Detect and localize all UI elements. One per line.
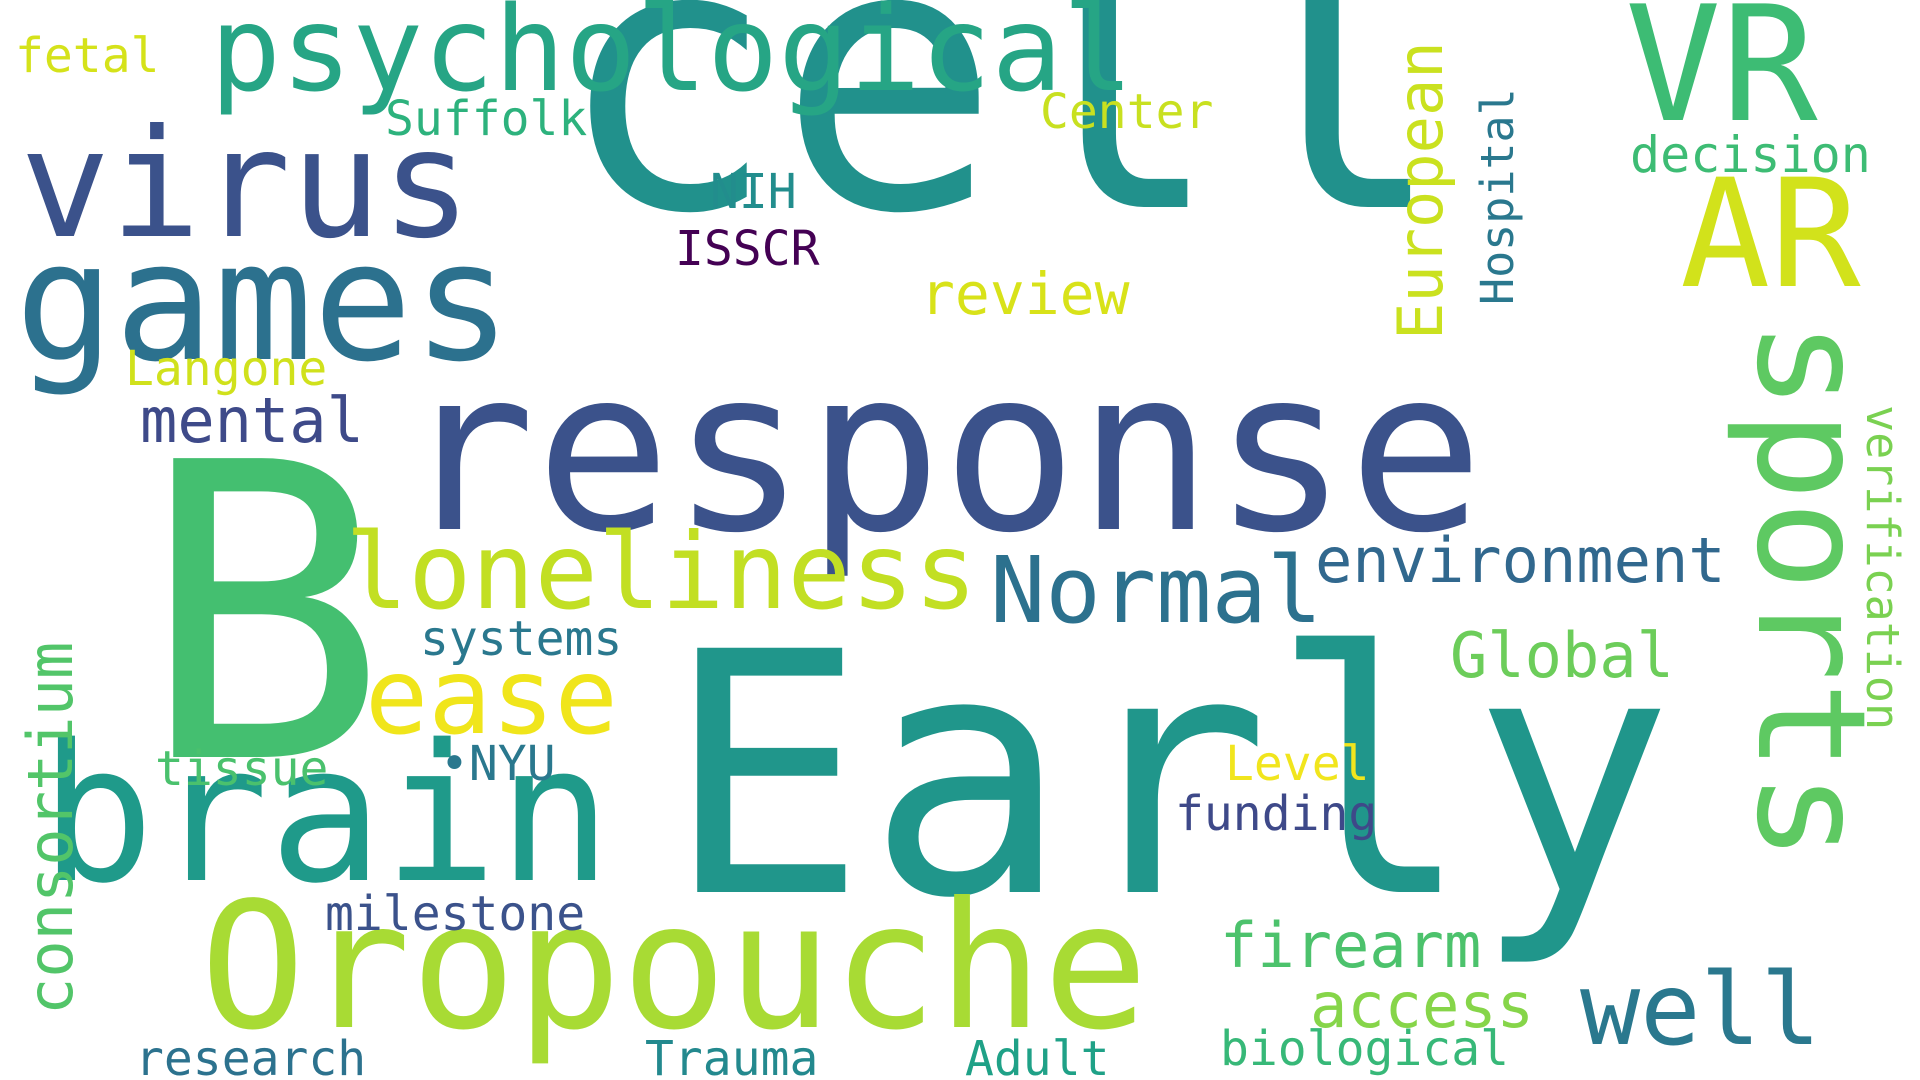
word-milestone: milestone: [325, 886, 586, 942]
word-suffolk: Suffolk: [385, 91, 588, 147]
word-fetal: fetal: [15, 28, 160, 84]
word-ar: AR: [1680, 148, 1861, 322]
word-games: games: [15, 206, 512, 398]
word-adult: Adult: [965, 1031, 1110, 1080]
word-langone: Langone: [125, 341, 328, 397]
word-tissue: tissue: [155, 741, 329, 797]
word-biological: biological: [1220, 1021, 1509, 1077]
word-well: well: [1580, 951, 1821, 1068]
word-loneliness: loneliness: [345, 511, 978, 633]
word-isscr: ISSCR: [675, 221, 820, 277]
word-hospital: Hospital: [1471, 88, 1524, 305]
word-response: response: [400, 321, 1484, 583]
word-brain: brain: [40, 704, 612, 925]
word-systems: systems: [420, 611, 623, 667]
word-verification: verification: [1856, 405, 1909, 731]
word-decision: decision: [1630, 126, 1871, 184]
word-research: research: [135, 1031, 367, 1080]
word-european: European: [1384, 41, 1457, 340]
word-psychological: psychological: [210, 0, 1134, 118]
word-normal: Normal: [990, 537, 1323, 644]
word-center: Center: [1040, 84, 1214, 140]
word-virus: virus: [20, 98, 472, 272]
word-global: Global: [1450, 619, 1674, 692]
word-consortium: consortium: [14, 641, 87, 1015]
word-mental: mental: [140, 384, 364, 457]
word-access: access: [1310, 969, 1534, 1042]
word-b: B: [140, 376, 387, 854]
word-oropouche: Oropouche: [200, 866, 1149, 1069]
word-funding: funding: [1175, 786, 1378, 842]
word-firearm: firearm: [1220, 909, 1482, 982]
word-nyu: •NYU: [440, 736, 556, 792]
word-early: Early: [665, 582, 1674, 972]
word-review: review: [920, 260, 1130, 328]
word-cell: cell: [555, 0, 1447, 295]
word-vr: VR: [1625, 0, 1818, 158]
word-environment: environment: [1315, 524, 1726, 597]
word-level: Level: [1225, 736, 1370, 792]
word-trauma: Trauma: [645, 1031, 819, 1080]
word-nih: NIH: [710, 164, 797, 220]
word-ease: ease: [365, 636, 618, 758]
